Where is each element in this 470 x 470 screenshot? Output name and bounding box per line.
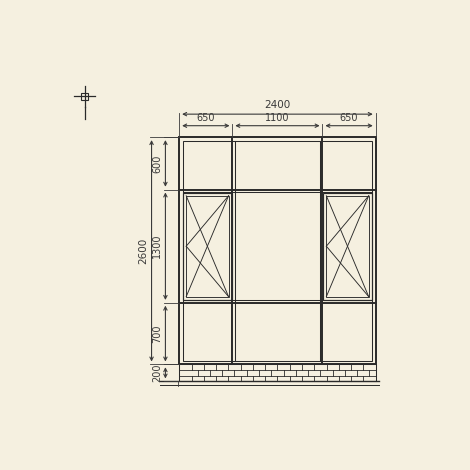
Bar [323,193,372,300]
Bar [183,141,372,360]
Bar [81,94,87,100]
Text: 200: 200 [152,364,162,382]
Bar [179,364,376,381]
Bar [186,196,228,297]
Text: 2600: 2600 [139,238,149,264]
Text: 700: 700 [152,324,162,343]
Text: 1100: 1100 [265,113,290,123]
Bar [326,196,368,297]
Bar [179,137,376,364]
Text: 650: 650 [340,113,358,123]
Text: 600: 600 [152,154,162,172]
Text: 2400: 2400 [264,100,290,110]
Text: 650: 650 [196,113,215,123]
Text: 1300: 1300 [152,234,162,258]
Bar [183,193,232,300]
